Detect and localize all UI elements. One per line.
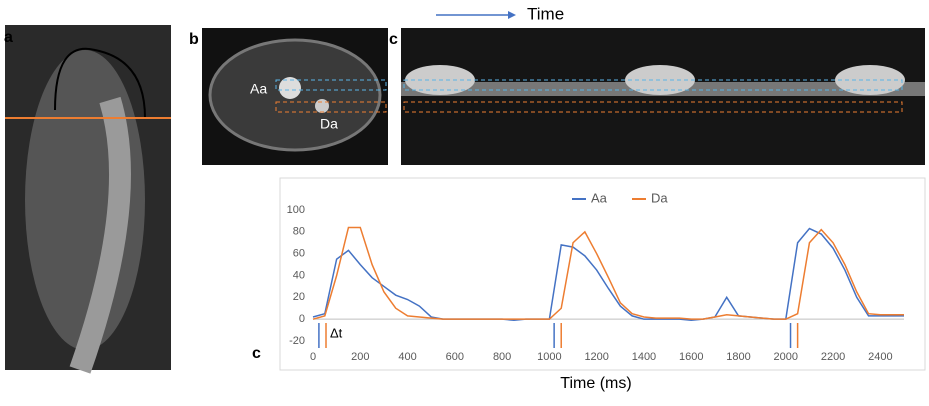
da-roi xyxy=(275,101,387,113)
da-vessel xyxy=(315,99,329,113)
legend-label: Aa xyxy=(591,190,608,205)
panel-label: a xyxy=(4,29,13,46)
y-tick-label: 40 xyxy=(293,269,305,281)
y-tick-label: 100 xyxy=(287,204,305,216)
x-tick-label: 2400 xyxy=(868,351,892,363)
aa-roi xyxy=(275,79,387,91)
aa-vessel xyxy=(279,77,301,99)
aorta-outline xyxy=(54,47,146,119)
x-tick-label: 2000 xyxy=(774,351,798,363)
x-tick-label: 1200 xyxy=(584,351,608,363)
y-tick-label: 0 xyxy=(299,313,305,325)
y-tick-label: 60 xyxy=(293,248,305,260)
x-tick-label: 2200 xyxy=(821,351,845,363)
da-roi xyxy=(403,101,903,113)
y-tick-label: 80 xyxy=(293,226,305,238)
chart-area xyxy=(279,177,926,371)
image-label: Aa xyxy=(250,81,267,97)
x-tick-label: 800 xyxy=(493,351,511,363)
x-tick-label: 1400 xyxy=(632,351,656,363)
x-tick-label: 200 xyxy=(351,351,369,363)
x-tick-label: 600 xyxy=(446,351,464,363)
data-line xyxy=(312,226,904,320)
x-tick-label: 1600 xyxy=(679,351,703,363)
mri-image-c xyxy=(401,28,925,165)
image-label: Da xyxy=(320,116,338,132)
y-tick-label: 20 xyxy=(293,291,305,303)
x-tick-label: 1000 xyxy=(537,351,561,363)
y-tick-label: -20 xyxy=(289,335,305,347)
aa-roi xyxy=(403,79,903,91)
x-tick-label: 0 xyxy=(310,351,316,363)
annotation: Δt xyxy=(330,325,343,340)
x-tick-label: 400 xyxy=(398,351,416,363)
time-label: Time xyxy=(527,4,564,23)
legend-label: Da xyxy=(651,190,668,205)
time-arrow-head xyxy=(508,11,516,19)
panel-label: c xyxy=(252,345,261,362)
aorta-shape xyxy=(69,96,131,374)
x-axis-title: Time (ms) xyxy=(560,375,631,392)
panel-label: c xyxy=(389,31,398,48)
data-line xyxy=(312,227,904,322)
panel-label: b xyxy=(189,31,199,48)
x-tick-label: 1800 xyxy=(726,351,750,363)
